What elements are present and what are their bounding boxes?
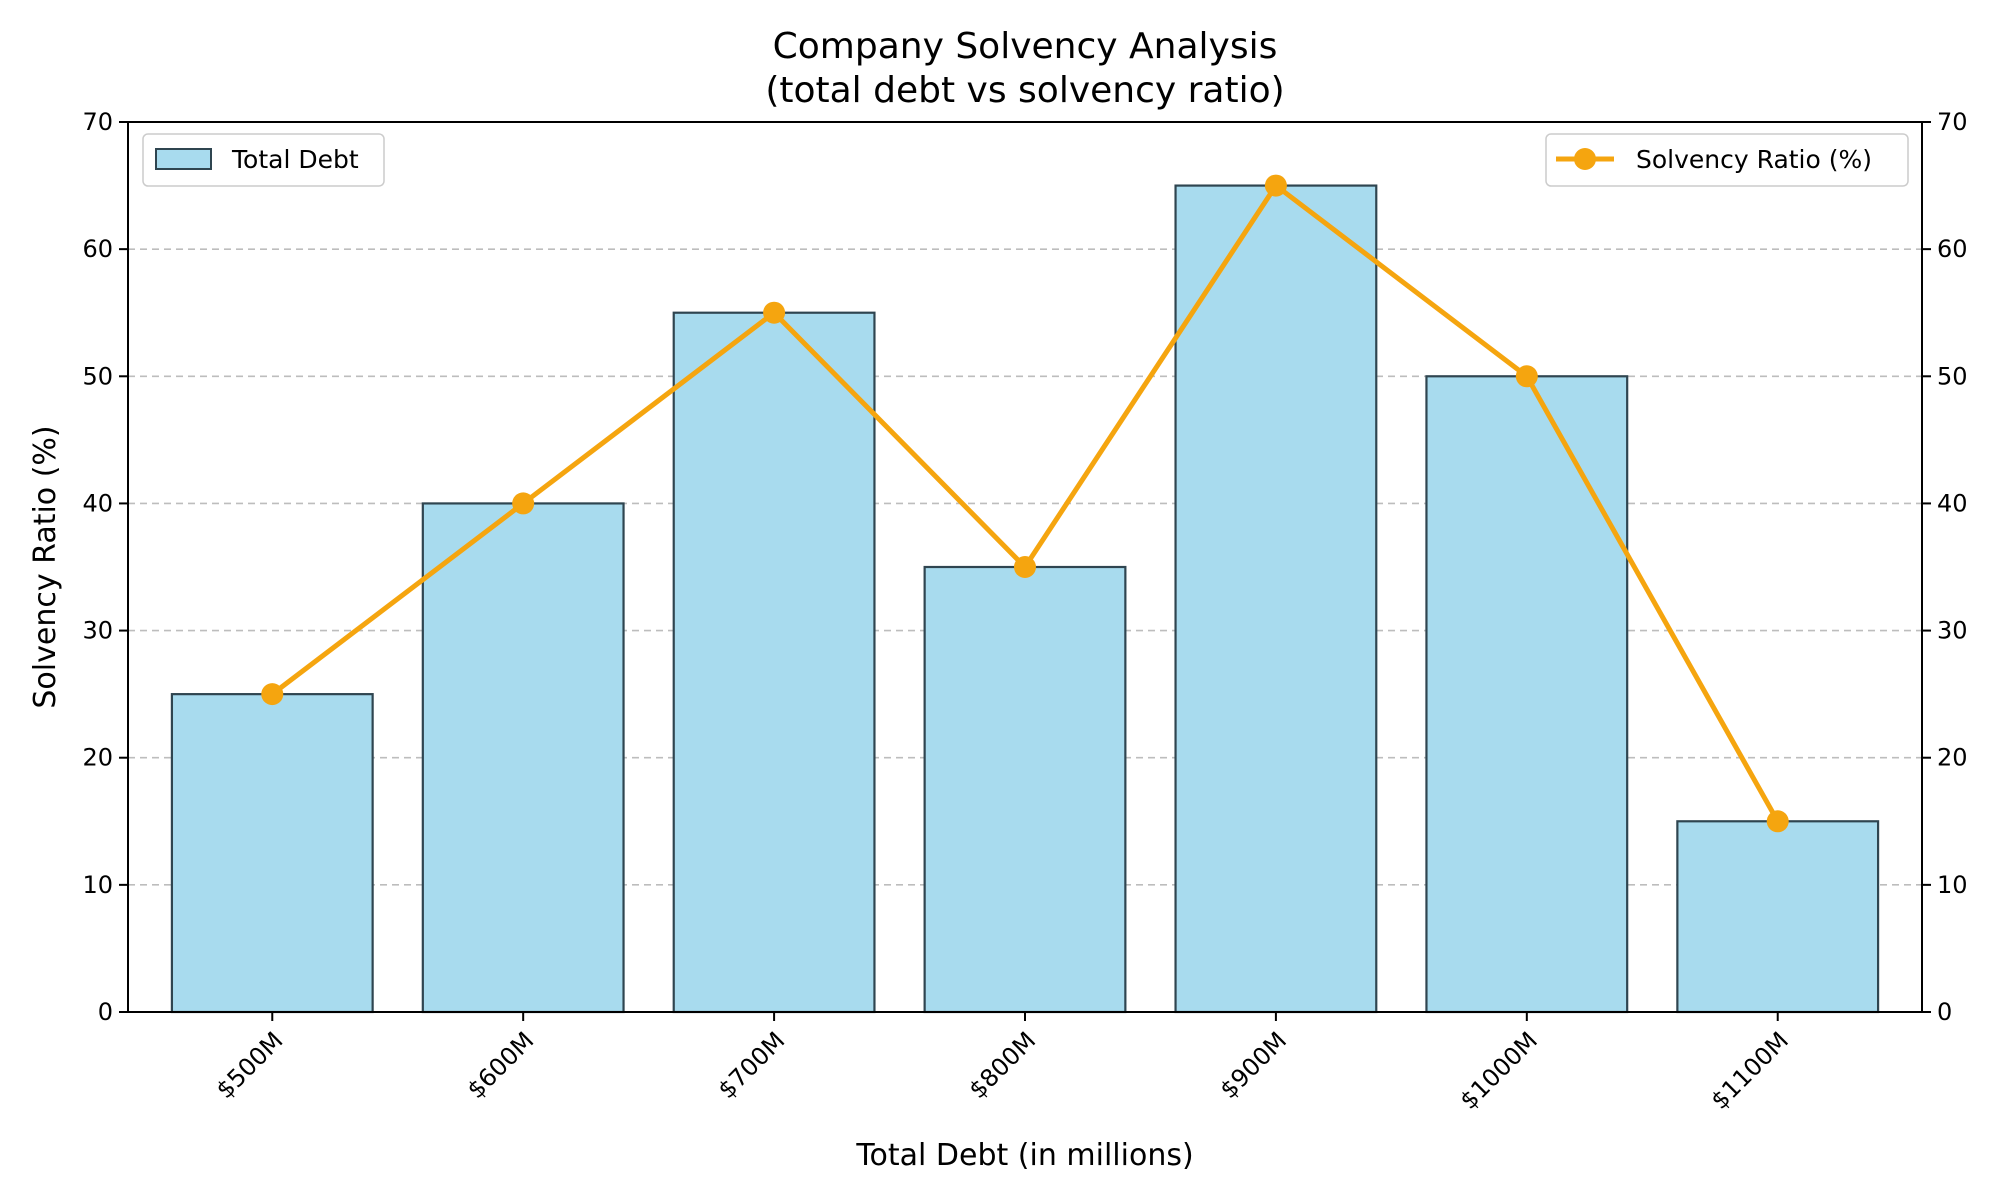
y-tick-label: 60 [82, 235, 113, 263]
y-tick-label-right: 10 [1937, 871, 1968, 899]
x-axis-label: Total Debt (in millions) [855, 1138, 1193, 1173]
line-point [1515, 365, 1538, 388]
x-tick-label: $900M [1215, 1026, 1293, 1104]
y-tick-label: 30 [82, 617, 113, 645]
chart-subtitle: (total debt vs solvency ratio) [765, 70, 1284, 111]
bar [1425, 375, 1629, 1014]
x-tick-label: $1000M [1455, 1026, 1543, 1114]
bar [170, 693, 374, 1014]
y-tick-label: 40 [82, 489, 113, 517]
y-tick-label: 20 [82, 744, 113, 772]
y-tick-label-right: 30 [1937, 617, 1968, 645]
y-tick-label-right: 0 [1937, 998, 1952, 1026]
legend-line: Solvency Ratio (%) [1545, 133, 1909, 187]
x-tick-label: $600M [462, 1026, 540, 1104]
bar [672, 311, 876, 1014]
y-tick-label-right: 70 [1937, 108, 1968, 136]
x-tick-label: $1100M [1706, 1026, 1794, 1114]
legend-line-frame [1545, 133, 1909, 187]
x-tick-label: $700M [713, 1026, 791, 1104]
bar [1174, 184, 1378, 1014]
y-tick-label: 70 [82, 108, 113, 136]
legend-bars-frame [142, 133, 385, 187]
y-tick-label-right: 40 [1937, 489, 1968, 517]
bar [1676, 820, 1880, 1014]
y-axis-right: 0 10 20 30 40 50 60 70 [1922, 108, 1968, 1026]
bar [421, 502, 625, 1014]
bar-series [170, 184, 1880, 1014]
line-point [512, 492, 535, 515]
line-point [1766, 810, 1789, 833]
chart-title: Company Solvency Analysis [773, 26, 1278, 67]
y-axis-left: 0 10 20 30 40 50 60 70 [82, 108, 128, 1026]
legend-bars: Total Debt [142, 133, 385, 187]
legend-line-marker [1574, 148, 1596, 170]
y-tick-label: 10 [82, 871, 113, 899]
y-tick-label: 50 [82, 362, 113, 390]
y-axis-label: Solvency Ratio (%) [28, 425, 63, 708]
line-point [261, 683, 284, 706]
legend-bars-label: Total Debt [231, 145, 359, 174]
line-series [261, 174, 1789, 833]
legend-bars-swatch [155, 148, 212, 170]
line-point [1264, 174, 1287, 197]
x-tick-label: $800M [964, 1026, 1042, 1104]
legend-line-label: Solvency Ratio (%) [1636, 145, 1872, 174]
y-tick-label-right: 50 [1937, 362, 1968, 390]
x-axis: $500M $600M $700M $800M $900M $1000M $1100M [211, 1012, 1794, 1115]
bar [923, 565, 1127, 1014]
x-tick-label: $500M [211, 1026, 289, 1104]
y-tick-label-right: 60 [1937, 235, 1968, 263]
line-point [1014, 556, 1036, 578]
y-tick-label-right: 20 [1937, 744, 1968, 772]
line-point [763, 301, 786, 324]
y-tick-label: 0 [98, 998, 113, 1026]
